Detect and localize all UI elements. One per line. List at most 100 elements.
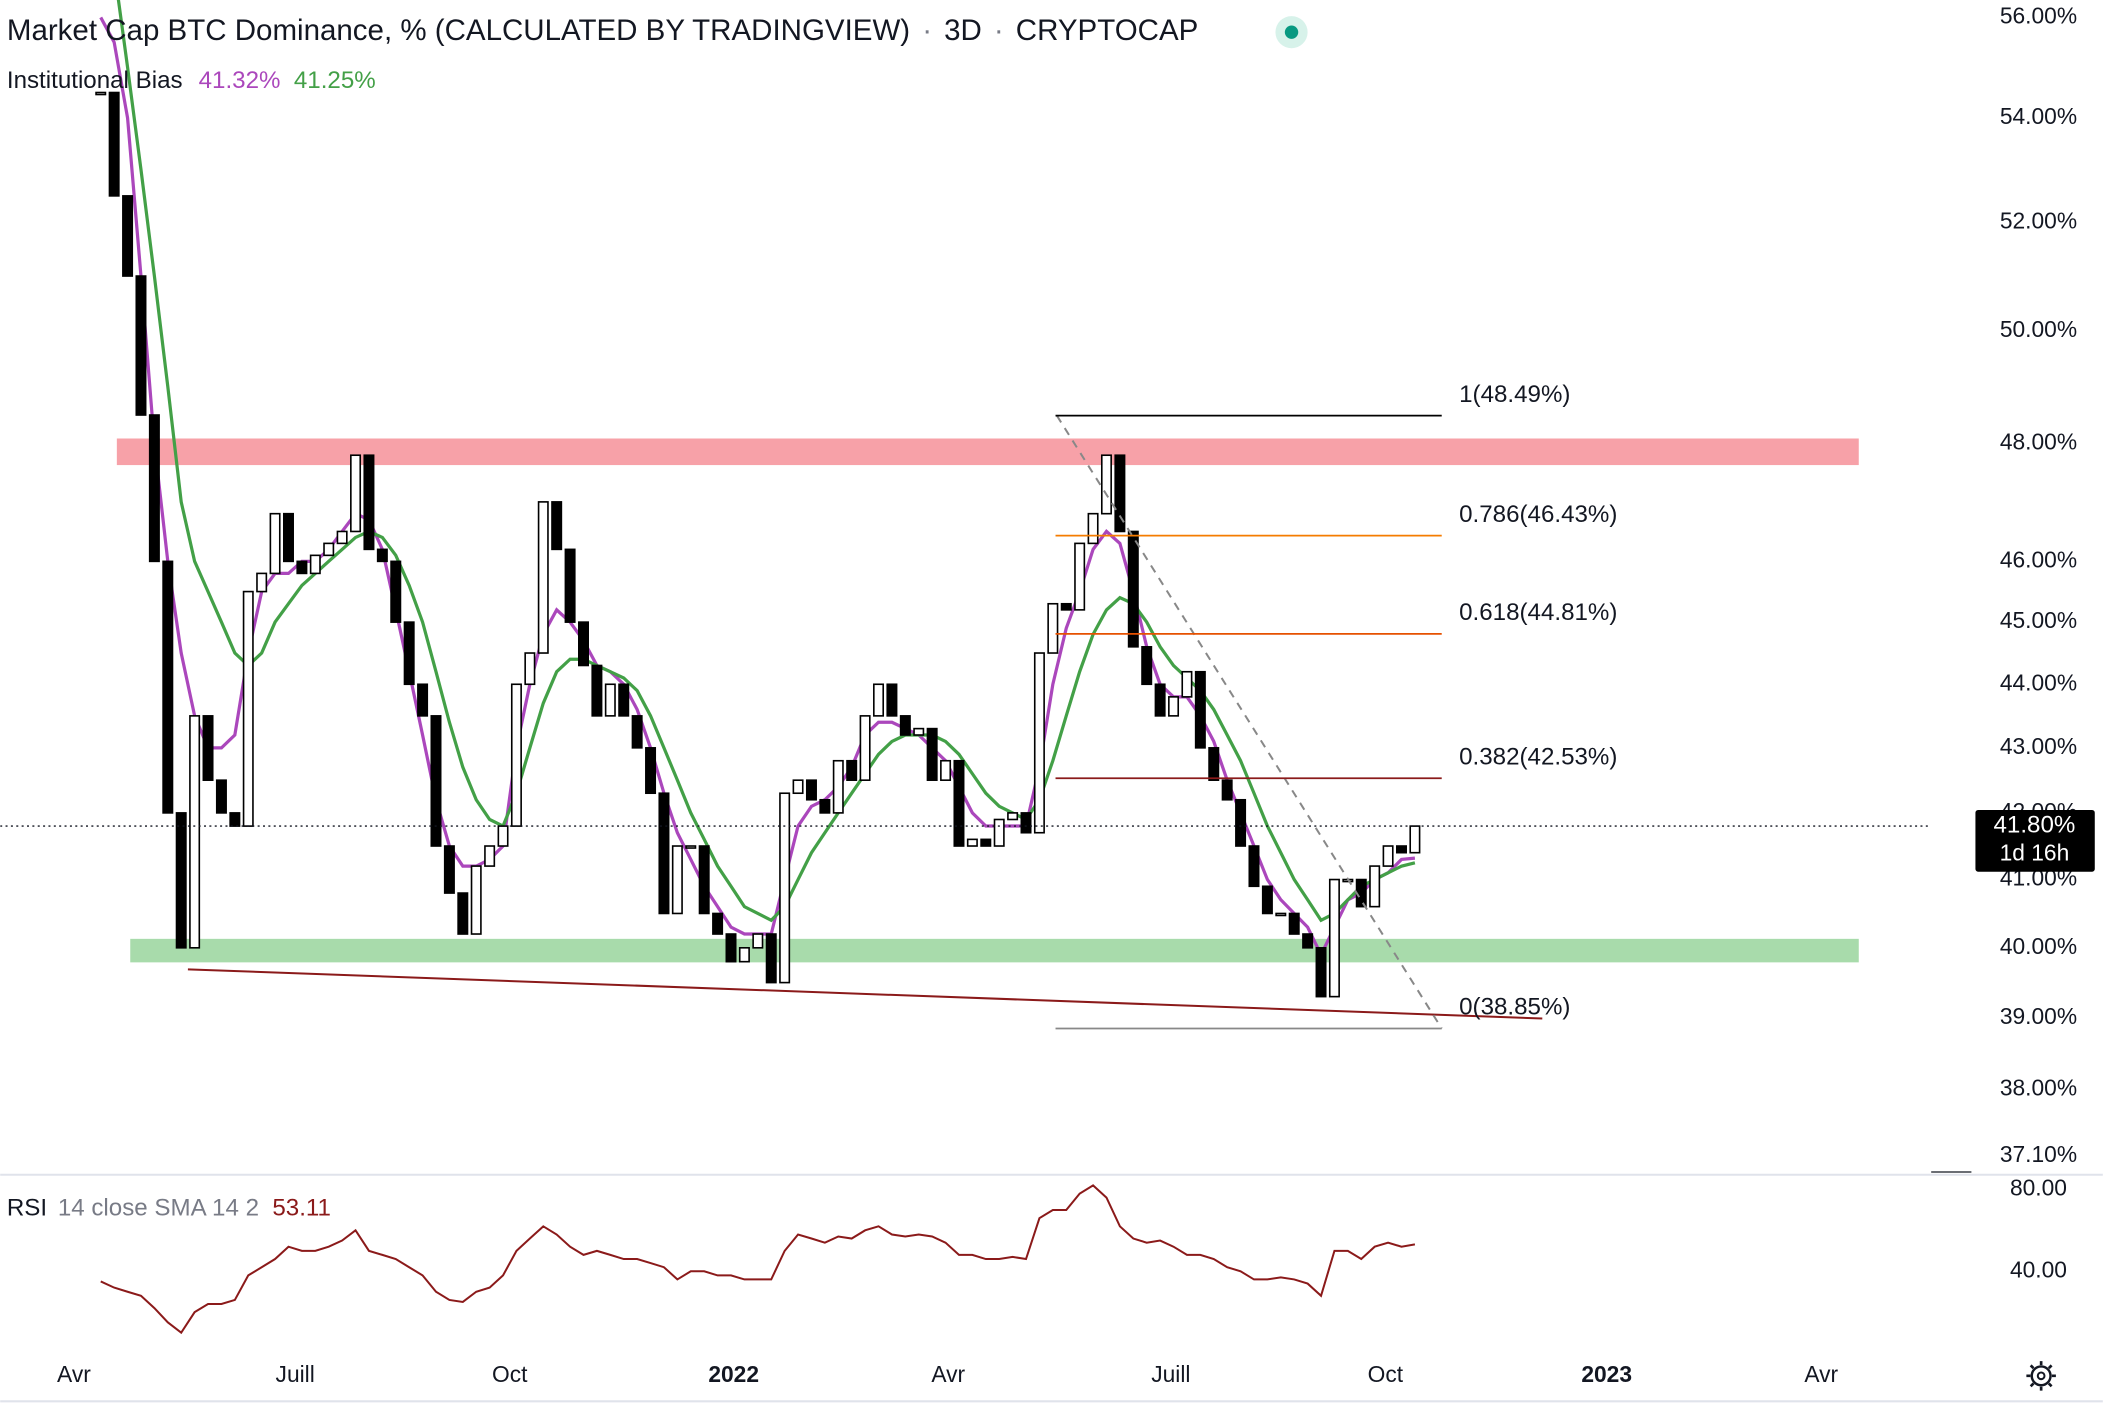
indicator-name: Institutional Bias — [7, 67, 183, 94]
candle-body — [685, 845, 697, 849]
rsi-name: RSI — [7, 1195, 47, 1222]
x-tick-label: Juill — [1151, 1361, 1190, 1387]
candle-body — [1409, 825, 1421, 854]
candle-body — [698, 845, 710, 915]
candle-body — [618, 683, 630, 717]
y-tick-label: 80.00 — [2010, 1174, 2067, 1200]
fib-label: 0.786(46.43%) — [1459, 501, 1617, 528]
candle-body — [1355, 878, 1367, 908]
candle-body — [712, 912, 724, 935]
status-dot — [1284, 25, 1299, 39]
y-tick-label: 54.00% — [2000, 103, 2077, 129]
y-tick-label: 40.00 — [2010, 1256, 2067, 1282]
candle-body — [631, 715, 643, 749]
candle-body — [95, 91, 107, 96]
candle-body — [578, 621, 589, 667]
candle-body — [1141, 646, 1153, 686]
candle-body — [1007, 812, 1019, 821]
x-tick-label: Avr — [57, 1361, 91, 1387]
candle-body — [202, 715, 214, 781]
candle-body — [1275, 912, 1287, 917]
rsi-line — [100, 1184, 1416, 1335]
main-pane: 1(48.49%) 0.786(46.43%) 0.618(44.81%) 0.382… — [0, 0, 1932, 1030]
legend-value: 41.32% — [199, 67, 281, 94]
candle-body — [1114, 454, 1126, 533]
y-tick-label: 37.10% — [2000, 1141, 2077, 1167]
candle-body — [1194, 670, 1206, 749]
x-tick-label: Oct — [1368, 1361, 1404, 1387]
rsi-params: 14 close SMA 14 2 — [58, 1195, 259, 1222]
candle-body — [980, 838, 992, 847]
candle-body — [1302, 933, 1314, 949]
candle-body — [671, 845, 683, 915]
candle-body — [457, 892, 469, 935]
candle-body — [1235, 798, 1247, 847]
candle-body — [1181, 670, 1193, 698]
candle-body — [309, 554, 321, 575]
candle-body — [1168, 696, 1180, 717]
candle-body — [403, 621, 415, 686]
x-tick-label: Juill — [276, 1361, 315, 1387]
candle-body — [926, 727, 938, 781]
y-tick-label: 39.00% — [2000, 1003, 2077, 1029]
candle-body — [1074, 542, 1086, 611]
candle-body — [645, 747, 657, 795]
candle-body — [242, 590, 254, 827]
candle-body — [363, 454, 375, 551]
candle-body — [430, 715, 442, 847]
trendline — [187, 968, 1543, 1020]
candle-body — [510, 683, 522, 827]
legend-value: 41.25% — [294, 67, 376, 94]
price-tag — [1975, 810, 2095, 872]
candle-body — [417, 683, 429, 717]
candle-body — [551, 501, 563, 551]
candle-body — [1100, 454, 1112, 515]
candle-body — [350, 454, 362, 533]
candle-body — [859, 715, 871, 781]
candle-body — [792, 779, 804, 795]
indicator-legend: Institutional Bias 41.32% 41.25% — [7, 67, 376, 94]
exchange: CRYPTOCAP — [1016, 14, 1199, 47]
candle-body — [189, 715, 201, 949]
x-tick-label: Oct — [492, 1361, 528, 1387]
candle-body — [591, 664, 603, 717]
candle-body — [1221, 779, 1233, 801]
y-tick-label: 38.00% — [2000, 1075, 2077, 1101]
candle-body — [443, 845, 455, 894]
header: Market Cap BTC Dominance, % (CALCULATED … — [7, 14, 1198, 47]
candle-body — [1369, 865, 1381, 908]
candle-body — [484, 845, 496, 867]
trendline — [1056, 415, 1443, 1030]
y-tick-label: 44.00% — [2000, 669, 2077, 695]
candle-body — [376, 548, 388, 563]
candle-body — [215, 779, 227, 814]
candle-body — [940, 759, 952, 781]
rsi-legend: RSI 14 close SMA 14 2 53.11 — [7, 1195, 331, 1222]
candle-body — [1033, 652, 1045, 834]
candle-body — [1020, 812, 1032, 834]
candle-body — [819, 798, 831, 814]
candle-body — [148, 414, 160, 563]
candle-body — [604, 683, 616, 717]
candle-body — [229, 812, 241, 827]
candle-body — [805, 779, 817, 801]
settings-icon[interactable] — [2026, 1361, 2056, 1391]
candle-body — [1328, 878, 1340, 998]
candle-body — [725, 933, 737, 963]
candle-body — [497, 825, 509, 847]
x-tick-label: 2022 — [708, 1361, 759, 1387]
candle-body — [966, 838, 978, 847]
fib-label: 0(38.85%) — [1459, 994, 1570, 1021]
interval: 3D — [944, 14, 982, 47]
candle-body — [269, 512, 281, 575]
candle-body — [1154, 683, 1166, 717]
candle-body — [135, 275, 147, 416]
fib-label: 0.618(44.81%) — [1459, 599, 1617, 626]
axes: 56.00% 54.00% 52.00% 50.00% 48.00% 46.00% 45.0… — [57, 2, 2095, 1387]
candle-body — [1315, 947, 1327, 998]
candle-body — [1261, 885, 1273, 915]
y-tick-label: 48.00% — [2000, 429, 2077, 455]
y-tick-label: 50.00% — [2000, 316, 2077, 342]
fib-label: 0.382(42.53%) — [1459, 743, 1617, 770]
